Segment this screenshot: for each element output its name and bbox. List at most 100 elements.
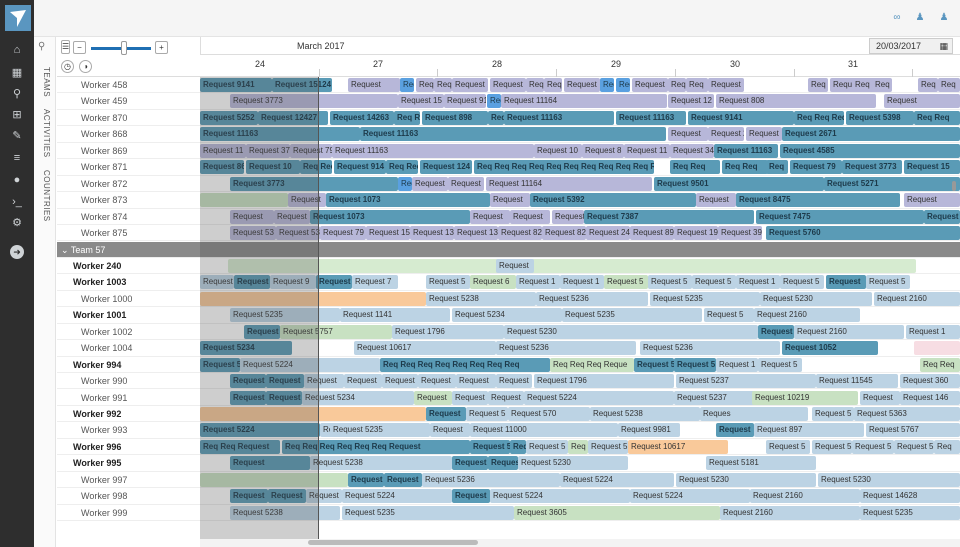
request-bar[interactable]: Request 11163 xyxy=(332,143,534,158)
request-bar[interactable]: Request 1 xyxy=(906,324,960,339)
request-bar[interactable]: Request 5237 xyxy=(676,374,816,389)
request-bar[interactable]: Request xyxy=(452,456,488,471)
request-bar[interactable]: Request 5236 xyxy=(536,291,648,306)
request-bar[interactable]: Request 5 xyxy=(604,275,648,290)
request-bar[interactable]: Request 2160 xyxy=(720,505,860,520)
request-bar[interactable]: Request 3773 xyxy=(230,94,398,109)
request-bar[interactable]: Request 5230 xyxy=(518,456,628,471)
request-bar[interactable]: Request 5 xyxy=(634,357,674,372)
request-bar[interactable]: Request xyxy=(304,374,344,389)
request-bar[interactable]: Request 914 xyxy=(334,160,386,175)
request-bar[interactable]: Request 11 xyxy=(200,143,246,158)
request-bar[interactable]: Request 14628 xyxy=(860,489,960,504)
request-bar[interactable]: Request 897 xyxy=(754,423,864,438)
request-bar[interactable]: Request xyxy=(490,78,526,92)
request-bar[interactable]: Request 360 xyxy=(900,374,960,389)
request-bar[interactable]: Request xyxy=(488,456,518,471)
request-bar[interactable]: Request 7387 xyxy=(584,209,754,224)
request-bar[interactable]: Req Req Req Reque xyxy=(550,357,634,372)
request-bar[interactable]: Request xyxy=(564,78,600,92)
request-bar[interactable]: Request 1 xyxy=(736,275,780,290)
worker-label[interactable]: Worker 999 xyxy=(81,507,128,518)
request-bar[interactable]: Request 13 xyxy=(410,226,454,241)
request-bar[interactable]: Request 5224 xyxy=(200,423,320,438)
request-bar[interactable]: Request xyxy=(510,209,550,224)
request-bar[interactable]: Request xyxy=(708,78,744,92)
request-bar[interactable]: Request 10 xyxy=(534,143,582,158)
request-bar[interactable]: Request xyxy=(348,472,384,487)
request-bar[interactable]: Request 34 xyxy=(670,143,714,158)
request-bar[interactable]: Request 5224 xyxy=(342,489,452,504)
request-bar[interactable] xyxy=(200,193,288,208)
request-bar[interactable]: Request xyxy=(452,78,488,92)
request-bar[interactable]: Request 11164 xyxy=(486,176,652,191)
request-bar[interactable]: Request 5252 xyxy=(200,110,258,125)
request-bar[interactable]: Request 2160 xyxy=(874,291,960,306)
request-bar[interactable]: Request 5 xyxy=(812,407,854,421)
request-bar[interactable]: Request 5230 xyxy=(676,472,816,487)
request-bar[interactable]: Request 5236 xyxy=(640,341,780,356)
request-bar[interactable]: Request 19 xyxy=(674,226,718,241)
request-bar[interactable]: Request 5 xyxy=(758,357,802,372)
request-bar[interactable]: Request 91 xyxy=(444,94,486,109)
worker-label[interactable]: Worker 1002 xyxy=(81,326,133,337)
request-bar[interactable]: Request 5 xyxy=(200,357,240,372)
request-bar[interactable]: Req Req Req Req Req Req Req Req Req Req … xyxy=(474,160,654,175)
request-bar[interactable]: Request 1 xyxy=(516,275,560,290)
tab-countries[interactable]: COUNTRIES xyxy=(42,170,51,222)
request-bar[interactable]: Request 89 xyxy=(630,226,674,241)
request-bar[interactable]: Request xyxy=(448,176,484,191)
request-bar[interactable]: Request xyxy=(496,258,534,273)
request-bar[interactable]: Req xyxy=(686,78,708,92)
request-bar[interactable]: Request 5234 xyxy=(200,341,292,356)
request-bar[interactable]: Req Req xyxy=(920,357,960,372)
request-bar[interactable]: Request xyxy=(496,374,532,389)
request-bar[interactable] xyxy=(228,258,916,273)
worker-label[interactable]: Worker 873 xyxy=(81,195,128,206)
request-bar[interactable]: Request 5 xyxy=(674,357,716,372)
horizontal-scrollbar[interactable] xyxy=(200,539,960,547)
request-bar[interactable]: Request 2160 xyxy=(750,489,860,504)
worker-label[interactable]: Worker 874 xyxy=(81,211,128,222)
request-bar[interactable]: Request 15 xyxy=(366,226,410,241)
request-bar[interactable]: Request xyxy=(230,209,274,224)
request-bar[interactable]: Request 898 xyxy=(422,110,488,125)
request-bar[interactable]: Request xyxy=(668,127,708,142)
request-bar[interactable]: Request xyxy=(382,374,418,389)
request-bar[interactable]: Request xyxy=(826,275,866,290)
request-bar[interactable]: Request 1073 xyxy=(310,209,470,224)
request-bar[interactable]: Request 4585 xyxy=(780,143,960,158)
request-bar[interactable]: Req Req xyxy=(670,160,720,175)
worker-label[interactable]: Worker 872 xyxy=(81,178,128,189)
request-bar[interactable]: Request xyxy=(758,324,794,339)
request-bar[interactable]: Request xyxy=(904,193,960,208)
request-bar[interactable]: Request 15 xyxy=(398,94,444,109)
request-bar[interactable]: Request 5234 xyxy=(452,308,562,323)
request-bar[interactable] xyxy=(200,407,426,421)
request-bar[interactable]: Request 5 xyxy=(526,439,568,454)
request-bar[interactable]: Request 9981 xyxy=(618,423,680,438)
request-bar[interactable]: Request 5 xyxy=(648,275,692,290)
worker-label[interactable]: Worker 990 xyxy=(81,376,128,387)
request-bar[interactable]: Request 39 xyxy=(718,226,762,241)
request-bar[interactable]: Req xyxy=(808,78,828,92)
request-bar[interactable]: Request 11163 xyxy=(504,110,614,125)
search-icon[interactable]: ⚲ xyxy=(38,41,46,52)
request-bar[interactable]: Request 37 xyxy=(246,143,290,158)
request-bar[interactable]: Request xyxy=(384,472,422,487)
request-bar[interactable]: Request xyxy=(430,423,470,438)
request-bar[interactable]: Request 2671 xyxy=(782,127,960,142)
request-bar[interactable]: Request xyxy=(632,78,668,92)
request-bar[interactable]: Request 5 xyxy=(470,439,510,454)
request-bar[interactable]: Req xyxy=(487,94,501,109)
request-bar[interactable]: Request 146 xyxy=(900,390,960,405)
request-bar[interactable]: Request 7 xyxy=(352,275,398,290)
request-bar[interactable]: Request 5 xyxy=(588,439,628,454)
request-bar[interactable]: Request 10617 xyxy=(354,341,496,356)
request-bar[interactable]: Request xyxy=(552,209,584,224)
request-bar[interactable]: Req xyxy=(544,78,562,92)
request-bar[interactable]: Request 3773 xyxy=(230,176,398,191)
request-bar[interactable]: Request 5238 xyxy=(310,456,452,471)
request-bar[interactable]: Request 5181 xyxy=(706,456,816,471)
request-bar[interactable]: Request 11163 xyxy=(616,110,686,125)
